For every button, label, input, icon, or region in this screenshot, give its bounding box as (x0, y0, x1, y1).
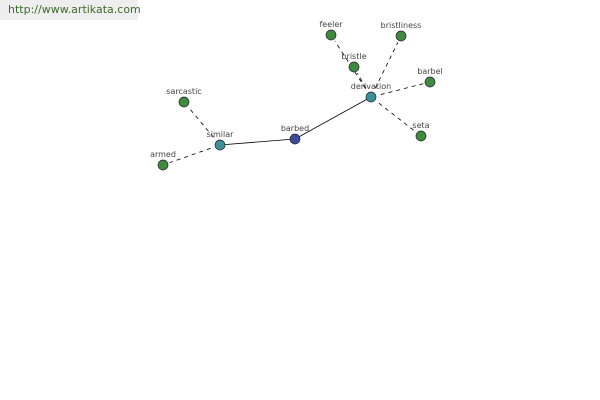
edge-similar-sarcastic (188, 107, 214, 138)
node-derivation[interactable]: derivation (351, 82, 391, 103)
edge-derivation-feeler (334, 40, 366, 89)
node-seta[interactable]: seta (412, 121, 430, 142)
node-label[interactable]: seta (412, 121, 429, 130)
node-label[interactable]: similar (207, 130, 235, 139)
node-feeler[interactable]: feeler (319, 20, 343, 41)
edge-barbed-derivation (294, 96, 372, 140)
node-armed[interactable]: armed (150, 150, 176, 171)
node-label[interactable]: sarcastic (166, 87, 201, 96)
edge-derivation-seta (378, 102, 416, 133)
node-similar[interactable]: similar (207, 130, 235, 151)
node-sarcastic[interactable]: sarcastic (166, 87, 202, 108)
node-label[interactable]: barbel (417, 67, 443, 76)
node-circle[interactable] (325, 29, 337, 41)
node-label[interactable]: feeler (319, 20, 343, 29)
node-bristliness[interactable]: bristliness (381, 21, 422, 42)
node-bristle[interactable]: bristle (341, 52, 367, 73)
node-circle[interactable] (348, 61, 360, 73)
node-circle[interactable] (415, 130, 427, 142)
node-circle[interactable] (178, 96, 190, 108)
edge-derivation-bristliness (375, 42, 399, 89)
node-circle[interactable] (395, 30, 407, 42)
node-circle[interactable] (214, 139, 226, 151)
node-label[interactable]: bristliness (381, 21, 422, 30)
edge-barbed-similar (219, 138, 296, 146)
node-barbed[interactable]: barbed (281, 124, 309, 145)
node-circle[interactable] (365, 91, 377, 103)
watermark-link[interactable]: http://www.artikata.com (0, 0, 141, 20)
node-circle[interactable] (289, 133, 301, 145)
edge-derivation-bristle (357, 72, 367, 89)
node-label[interactable]: armed (150, 150, 176, 159)
node-circle[interactable] (424, 76, 436, 88)
node-label[interactable]: bristle (341, 52, 366, 61)
node-circle[interactable] (157, 159, 169, 171)
node-label[interactable]: barbed (281, 124, 309, 133)
node-barbel[interactable]: barbel (417, 67, 443, 88)
node-label[interactable]: derivation (351, 82, 391, 91)
